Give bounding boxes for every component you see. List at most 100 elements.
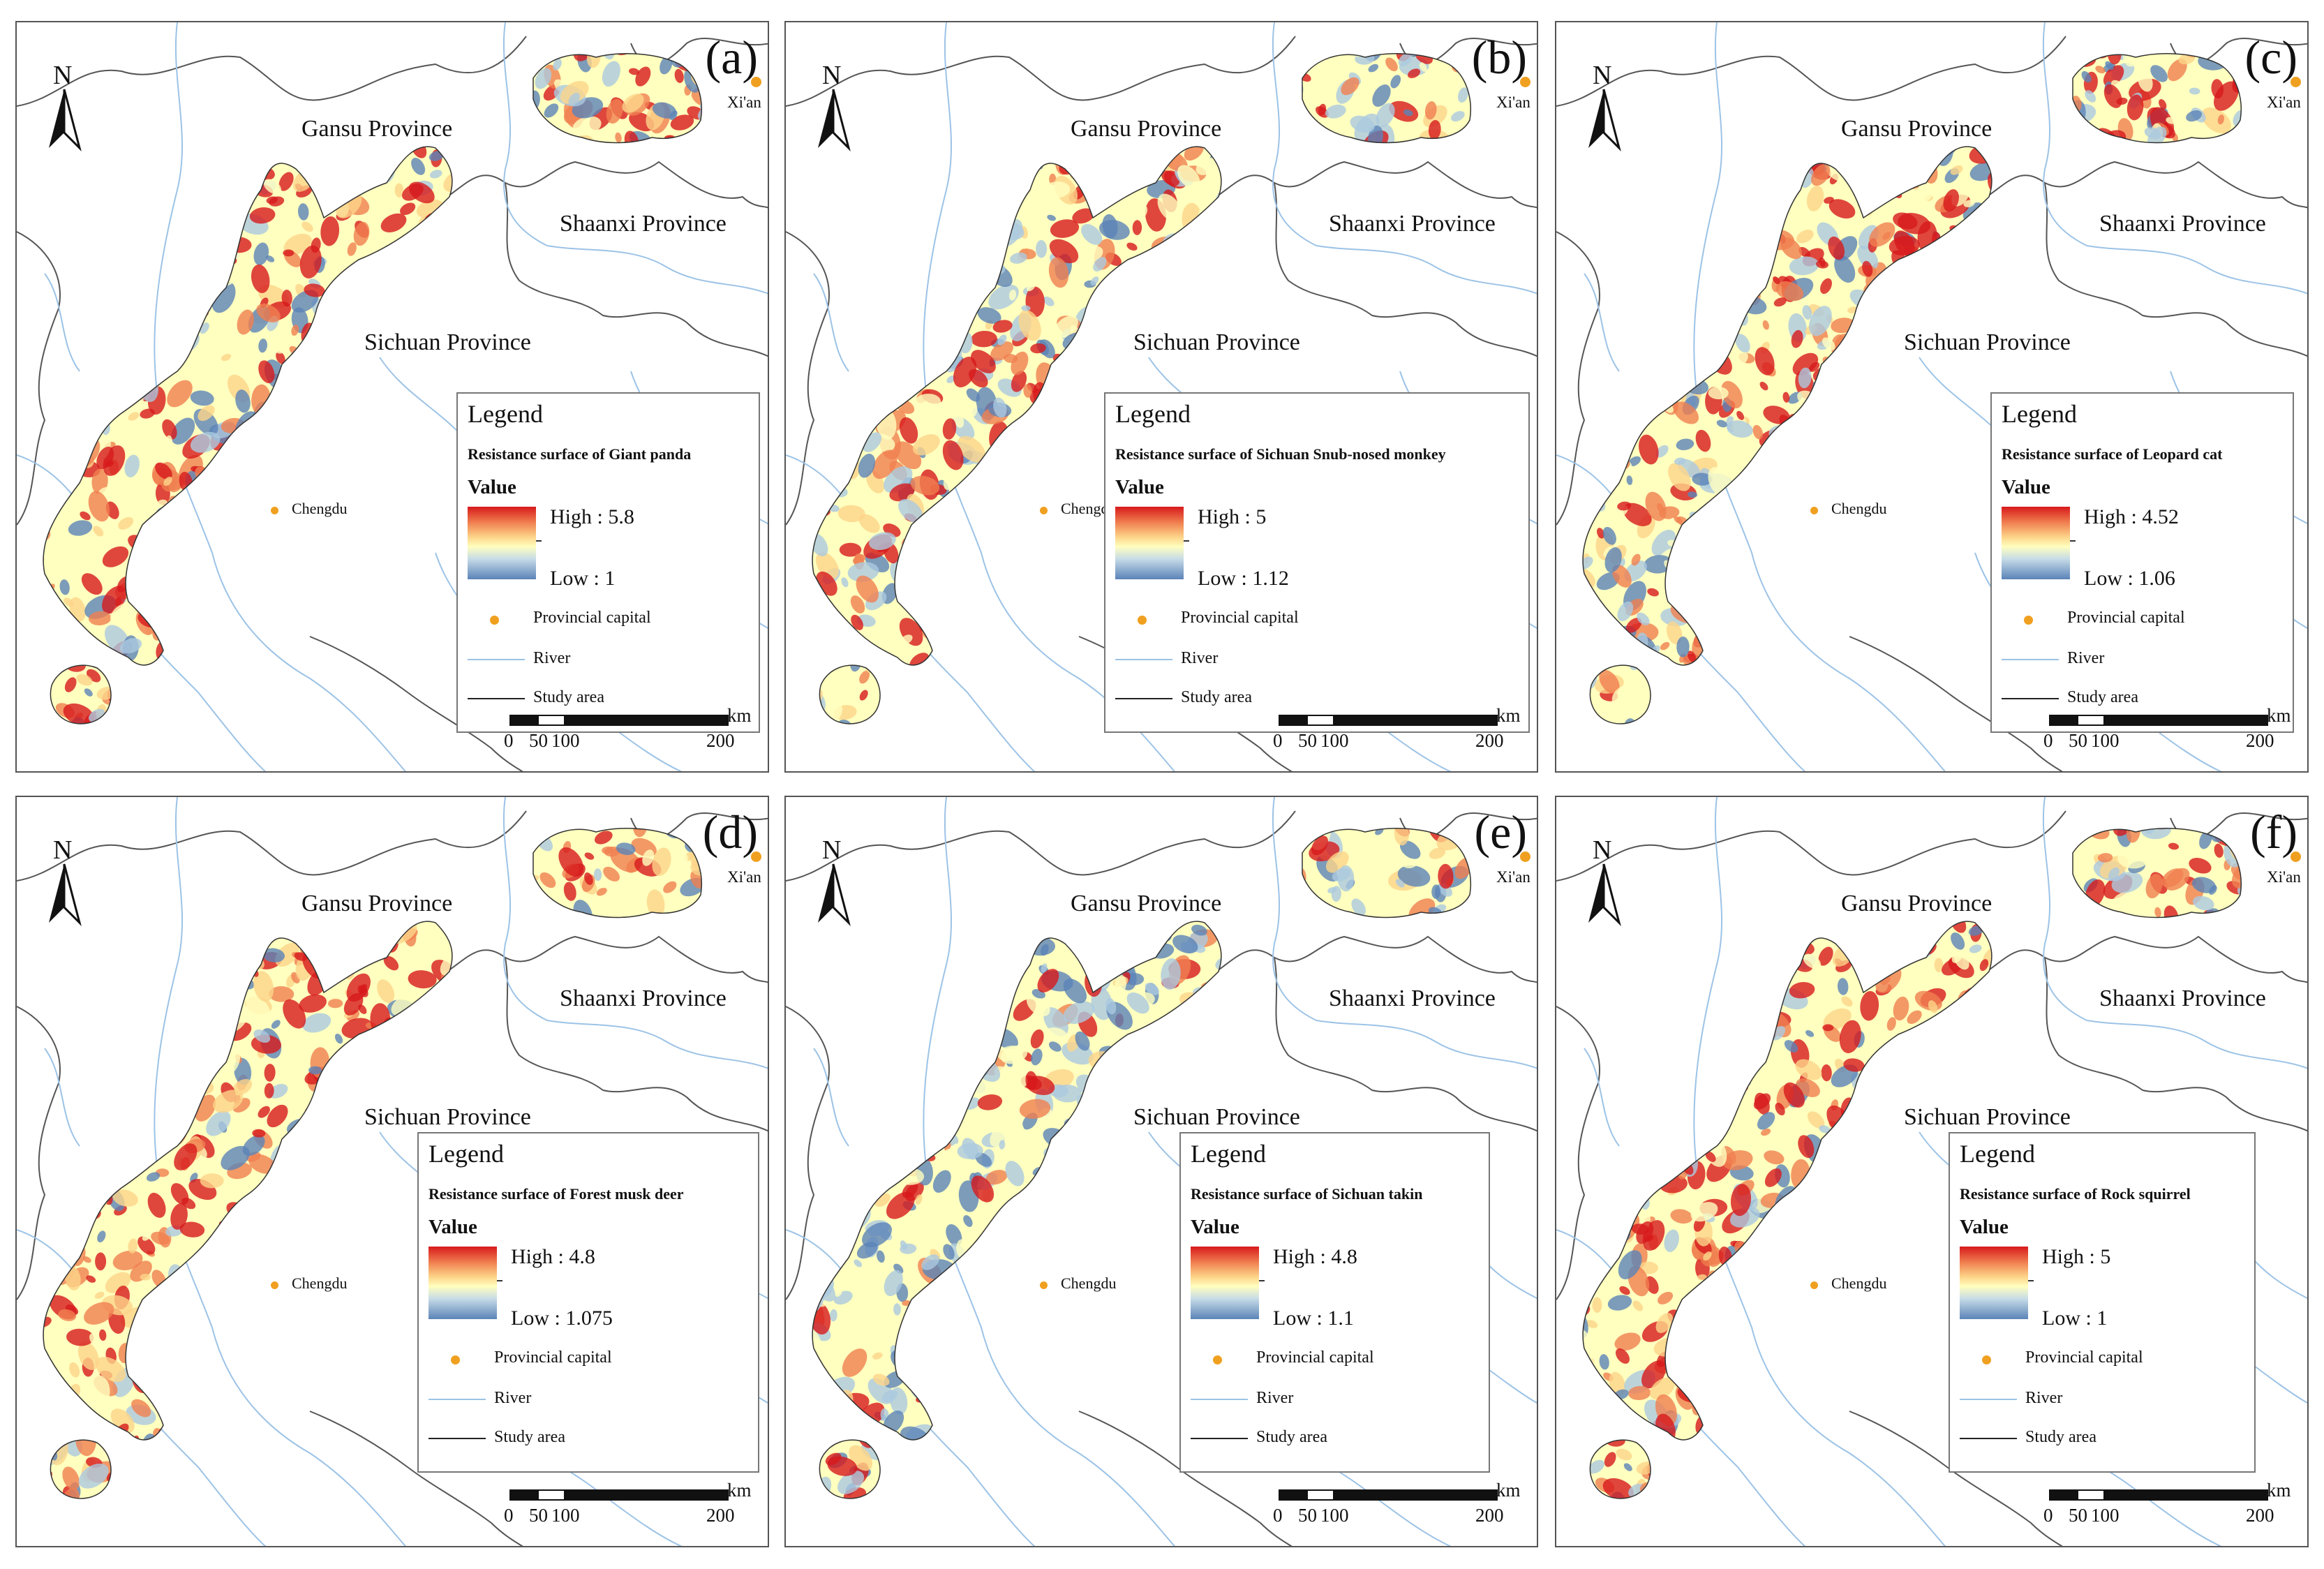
scale-segment [565, 1489, 621, 1501]
sichuan-province-label: Sichuan Province [364, 329, 531, 355]
study-area-outline [50, 664, 112, 724]
chengdu-marker-icon [1040, 507, 1048, 514]
legend-title: Legend [1960, 1140, 2035, 1168]
scale-tick-100: 100 [2091, 1505, 2120, 1526]
xian-marker-icon [751, 77, 761, 87]
river-line [813, 273, 849, 372]
river-line [44, 273, 80, 372]
xian-marker-icon [751, 852, 761, 862]
panel-label: (d) [702, 805, 758, 858]
shaanxi-province-label: Shaanxi Province [560, 986, 727, 1011]
legend-title: Legend [1191, 1140, 1266, 1168]
chengdu-label: Chengdu [1061, 1274, 1117, 1292]
gansu-province-label: Gansu Province [1071, 891, 1222, 916]
scale-tick-200: 200 [706, 730, 735, 751]
scale-tick-50: 50 [529, 1505, 548, 1526]
shaanxi-province-label: Shaanxi Province [2099, 986, 2266, 1011]
legend-provincial-capital: Provincial capital [494, 1348, 612, 1367]
scale-segment [621, 715, 729, 726]
scale-segment [1306, 1489, 1334, 1501]
province-boundary [435, 161, 768, 209]
legend-title: Legend [429, 1140, 504, 1168]
legend-box: Legend Resistance surface of Leopard cat… [1990, 392, 2294, 733]
province-boundary [786, 810, 1296, 882]
xian-marker-icon [2291, 77, 2301, 87]
scale-segment [2049, 1489, 2077, 1501]
scale-tick-100: 100 [1320, 1505, 1349, 1526]
north-arrow-icon: N [49, 61, 82, 151]
legend-color-ramp [1115, 507, 1184, 579]
scale-segment [1334, 715, 1390, 726]
legend-study-area: Study area [533, 688, 604, 706]
province-boundary [505, 957, 768, 1132]
legend-study-area: Study area [1256, 1428, 1327, 1446]
province-boundary [1556, 1006, 1600, 1300]
province-boundary [1849, 636, 2063, 771]
legend-ramp-tick [1259, 1280, 1265, 1281]
scale-tick-100: 100 [1320, 730, 1349, 751]
study-area-outline [50, 1439, 112, 1499]
north-arrow-icon: N [818, 835, 851, 926]
province-boundary [1204, 935, 1537, 983]
chengdu-marker-icon [1040, 1281, 1048, 1289]
panel-label: (e) [1474, 805, 1527, 858]
legend-value-label: Value [1115, 476, 1164, 498]
scale-tick-200: 200 [1475, 730, 1504, 751]
study-area-outline [532, 53, 702, 144]
river-line [546, 1020, 768, 1069]
legend-high-value: High : 4.8 [511, 1245, 595, 1268]
sichuan-province-label: Sichuan Province [1904, 329, 2071, 355]
study-area-outline [43, 921, 453, 1441]
scale-segment [2161, 715, 2268, 726]
scale-segment [537, 715, 565, 726]
map-panel-e: Gansu Province Shaanxi Province Sichuan … [784, 796, 1538, 1547]
scale-tick-0: 0 [504, 1505, 514, 1526]
scale-bar: 0 50 100 200 km [1262, 1480, 1537, 1531]
gansu-province-label: Gansu Province [1841, 116, 1992, 142]
river-line [1584, 273, 1620, 372]
provincial-capital-icon [490, 616, 499, 625]
scale-tick-50: 50 [1298, 730, 1317, 751]
legend-value-label: Value [429, 1216, 477, 1238]
province-boundary [1556, 231, 1600, 526]
legend-box: Legend Resistance surface of Forest musk… [417, 1132, 759, 1473]
province-boundary [1078, 1411, 1293, 1546]
xian-label: Xi'an [727, 868, 761, 886]
legend-box: Legend Resistance surface of Giant panda… [456, 392, 760, 733]
study-area-outline [1582, 921, 1992, 1441]
sichuan-province-label: Sichuan Province [1133, 1104, 1300, 1130]
xian-label: Xi'an [1496, 94, 1530, 111]
study-area-outline [819, 664, 881, 724]
legend-low-value: Low : 1.12 [1198, 567, 1289, 590]
scale-unit: km [2267, 705, 2291, 726]
panel-label: (c) [2244, 31, 2297, 84]
scale-segment [1306, 715, 1334, 726]
province-boundary [17, 810, 527, 882]
river-line [1272, 22, 1317, 246]
province-boundary [309, 1411, 523, 1546]
scale-unit: km [1496, 1480, 1521, 1501]
study-area-outline [2072, 828, 2242, 919]
scale-segment [1279, 715, 1306, 726]
study-area-outline [532, 828, 702, 919]
legend-study-area: Study area [494, 1428, 565, 1446]
study-area-line-icon [1115, 698, 1172, 699]
province-boundary [17, 36, 527, 107]
scale-bar: 0 50 100 200 km [2032, 1480, 2307, 1531]
north-letter: N [822, 835, 841, 865]
map-panel-a: Gansu Province Shaanxi Province Sichuan … [15, 21, 769, 773]
map-panel-c: Gansu Province Shaanxi Province Sichuan … [1555, 21, 2309, 773]
north-letter: N [53, 61, 72, 90]
province-boundary [17, 231, 61, 526]
scale-bar: 0 50 100 200 km [1262, 705, 1537, 757]
legend-value-label: Value [1960, 1216, 2009, 1238]
chengdu-marker-icon [271, 1281, 278, 1289]
legend-high-value: High : 4.52 [2084, 505, 2179, 528]
scale-tick-0: 0 [504, 730, 514, 751]
north-arrow-icon: N [49, 835, 82, 926]
study-area-outline [2072, 53, 2242, 144]
study-area-outline [43, 146, 453, 666]
scale-unit: km [727, 705, 752, 726]
xian-label: Xi'an [727, 94, 761, 111]
scale-tick-0: 0 [2043, 730, 2053, 751]
